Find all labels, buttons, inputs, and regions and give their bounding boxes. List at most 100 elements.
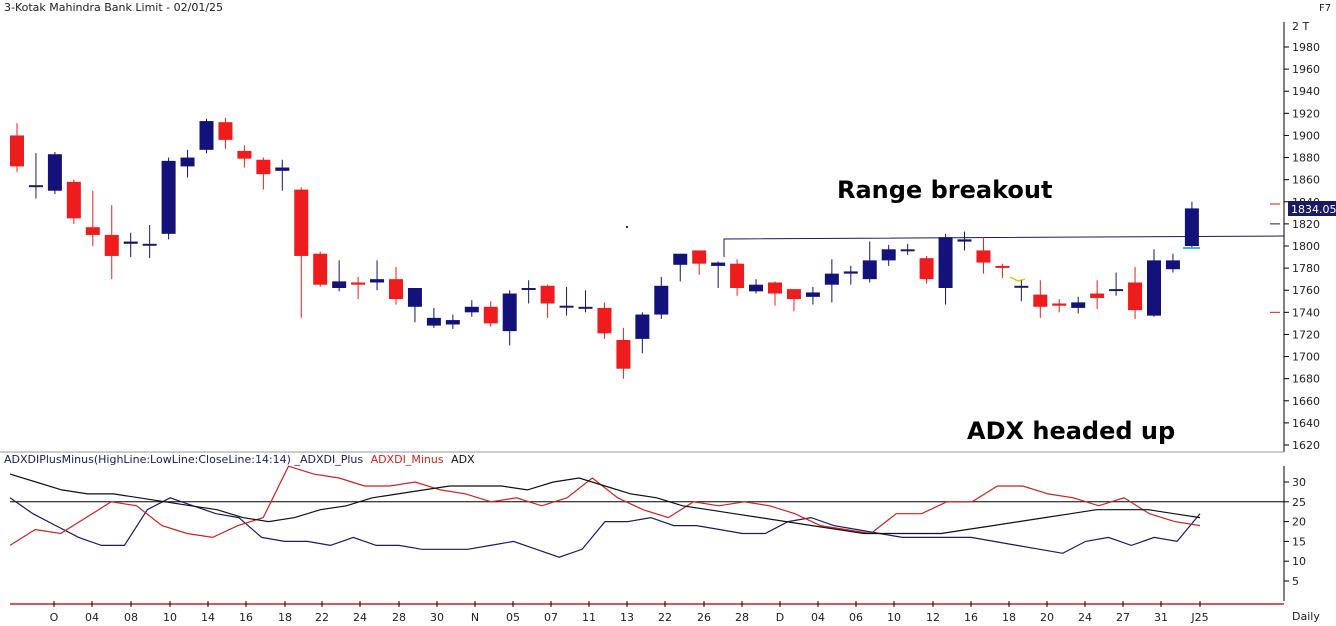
candle-body — [66, 181, 81, 219]
price-tick-label: 1900 — [1292, 129, 1320, 142]
candle — [332, 260, 347, 292]
indicator-tick-label: 15 — [1292, 535, 1306, 548]
price-tick-label: 1640 — [1292, 417, 1320, 430]
candle — [275, 159, 290, 191]
candle — [180, 149, 195, 178]
x-tick-label: O — [50, 611, 59, 624]
price-tick-label: 1780 — [1292, 262, 1320, 275]
candle-body — [275, 167, 290, 171]
candle-body — [1147, 260, 1161, 316]
candle — [1147, 249, 1161, 317]
last-price-box — [1288, 201, 1336, 216]
legend-minus-di: ADXDI_Minus — [371, 453, 444, 466]
candle-body — [332, 281, 347, 289]
candle-body — [654, 285, 669, 315]
candle-body — [123, 241, 138, 244]
candle-body — [464, 306, 479, 313]
candle-body — [104, 234, 119, 256]
candle — [578, 290, 593, 313]
candle — [938, 233, 953, 305]
candle-body — [180, 157, 195, 167]
x-tick-label: 04 — [811, 611, 825, 624]
x-tick-label: J25 — [1190, 611, 1208, 624]
candle — [654, 276, 669, 319]
candle-body — [578, 306, 593, 309]
candle — [540, 284, 555, 318]
candle — [483, 301, 498, 327]
x-tick-label: 26 — [697, 611, 711, 624]
price-tick-label: 1700 — [1292, 351, 1320, 364]
adx-annotation: ADX headed up — [967, 417, 1175, 445]
candle-body — [805, 292, 820, 297]
x-tick-label: 24 — [1078, 611, 1092, 624]
candle-body — [1014, 285, 1029, 288]
price-tick-label: 1620 — [1292, 439, 1320, 452]
price-tick-label: 1860 — [1292, 174, 1320, 187]
candle-body — [597, 307, 612, 334]
candle — [673, 253, 688, 282]
candle — [370, 260, 385, 291]
adx-line — [9, 473, 1201, 535]
candle-body — [768, 282, 782, 294]
x-tick-label: 16 — [964, 611, 978, 624]
candle — [1109, 272, 1124, 296]
x-tick-label: 13 — [620, 611, 634, 624]
candle-body — [407, 288, 422, 307]
candle — [407, 288, 422, 323]
x-tick-label: 18 — [1002, 611, 1016, 624]
candle — [1052, 299, 1067, 313]
candle-body — [843, 271, 858, 274]
indicator-tick-label: 10 — [1292, 555, 1306, 568]
price-tick-label: 1960 — [1292, 63, 1320, 76]
last-price-label: 1834.05 — [1291, 203, 1336, 216]
candle-body — [313, 253, 328, 285]
candle — [1184, 201, 1199, 248]
candle — [351, 276, 366, 300]
candle — [47, 152, 62, 195]
candle-body — [28, 185, 43, 188]
candle — [711, 261, 726, 289]
candle — [730, 259, 745, 296]
plus-di-line — [9, 497, 1201, 558]
price-axis-top-label: 2 T — [1292, 20, 1309, 33]
candle-body — [730, 263, 745, 289]
candle — [995, 263, 1010, 279]
candle-body — [256, 159, 271, 175]
price-tick-label: 1740 — [1292, 306, 1320, 319]
candle — [389, 267, 403, 305]
candle-body — [1109, 289, 1124, 292]
candle-body — [1128, 282, 1143, 311]
indicator-axis-ticks: 5 10 15 20 25 30 — [1284, 476, 1306, 588]
x-axis-labels: O 04 08 10 14 16 18 22 24 28 30 N 05 07 11 13 22 26 28 D 04 0… — [50, 601, 1209, 624]
candle-body — [900, 249, 915, 252]
candle — [881, 244, 896, 266]
candle — [1165, 253, 1180, 273]
candle — [559, 286, 574, 316]
indicator-tick-label: 20 — [1292, 516, 1306, 529]
price-tick-label: 1880 — [1292, 152, 1320, 165]
price-tick-label: 1660 — [1292, 395, 1320, 408]
candle-body — [47, 154, 62, 191]
x-tick-label: 20 — [1040, 611, 1054, 624]
candle — [805, 286, 820, 305]
candle — [919, 255, 934, 284]
candle-body — [938, 237, 953, 289]
function-key-label: F7 — [1319, 3, 1331, 14]
price-axis-ticks: 1620 1640 1660 1680 1700 1720 1740 1760 1780 1800… — [1284, 41, 1320, 452]
candle — [313, 251, 328, 287]
candle-body — [161, 160, 176, 234]
chart-title: 3-Kotak Mahindra Bank Limit - 02/01/25 — [4, 1, 223, 14]
candle — [237, 145, 252, 168]
candle — [749, 279, 764, 294]
candle — [502, 290, 517, 346]
candle-body — [426, 317, 441, 326]
x-tick-label: 16 — [239, 611, 253, 624]
candle — [521, 280, 536, 304]
candle-body — [1165, 260, 1180, 270]
candle — [616, 327, 631, 379]
candle-body — [957, 239, 972, 242]
indicator-lines — [9, 465, 1201, 558]
candle — [445, 314, 460, 329]
price-guide-dashes — [1270, 203, 1280, 313]
candle — [635, 312, 650, 354]
